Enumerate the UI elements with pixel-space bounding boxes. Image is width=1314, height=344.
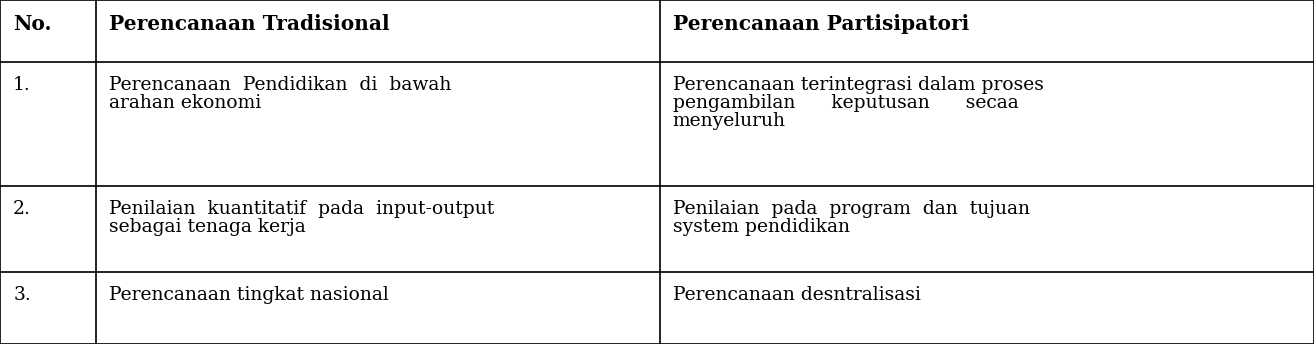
Text: 1.: 1.	[13, 76, 32, 94]
Text: arahan ekonomi: arahan ekonomi	[109, 94, 261, 112]
Text: No.: No.	[13, 14, 51, 34]
Bar	[660, 0, 1314, 62]
Text: Perencanaan terintegrasi dalam proses: Perencanaan terintegrasi dalam proses	[673, 76, 1043, 94]
Bar	[660, 186, 1314, 272]
Text: Perencanaan Partisipatori: Perencanaan Partisipatori	[673, 14, 968, 34]
Bar	[0, 186, 96, 272]
Bar	[0, 0, 96, 62]
Bar	[0, 62, 96, 186]
Text: 3.: 3.	[13, 286, 32, 303]
Text: Penilaian  kuantitatif  pada  input-output: Penilaian kuantitatif pada input-output	[109, 200, 494, 217]
Text: 2.: 2.	[13, 200, 32, 217]
Bar	[0, 272, 96, 344]
Text: menyeluruh: menyeluruh	[673, 112, 786, 130]
Text: Penilaian  pada  program  dan  tujuan: Penilaian pada program dan tujuan	[673, 200, 1030, 217]
Text: Perencanaan  Pendidikan  di  bawah: Perencanaan Pendidikan di bawah	[109, 76, 452, 94]
Text: Perencanaan tingkat nasional: Perencanaan tingkat nasional	[109, 286, 389, 303]
Bar	[96, 0, 660, 62]
Text: sebagai tenaga kerja: sebagai tenaga kerja	[109, 218, 306, 236]
Text: Perencanaan Tradisional: Perencanaan Tradisional	[109, 14, 390, 34]
Bar	[660, 62, 1314, 186]
Bar	[96, 186, 660, 272]
Text: Perencanaan desntralisasi: Perencanaan desntralisasi	[673, 286, 921, 303]
Text: system pendidikan: system pendidikan	[673, 218, 850, 236]
Bar	[96, 272, 660, 344]
Bar	[96, 62, 660, 186]
Text: pengambilan      keputusan      secaa: pengambilan keputusan secaa	[673, 94, 1018, 112]
Bar	[660, 272, 1314, 344]
